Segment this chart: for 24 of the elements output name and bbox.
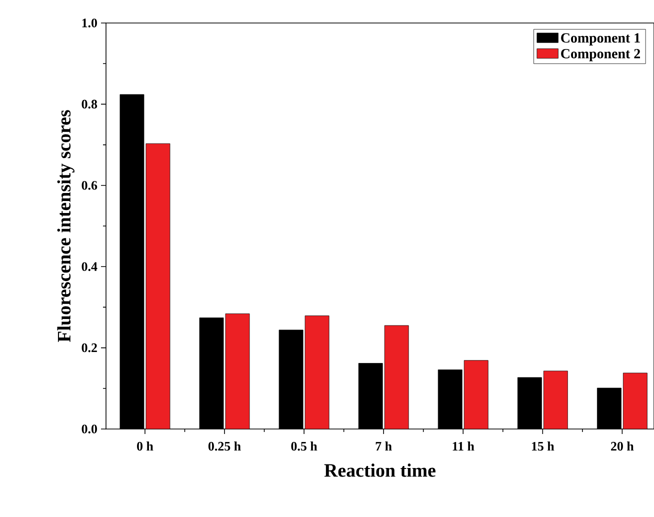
x-tick-label: 15 h xyxy=(532,442,554,451)
y-tick-label: 0.8 xyxy=(82,100,98,109)
x-tick-label: 0.5 h xyxy=(291,442,318,451)
bar xyxy=(146,144,170,429)
x-tick-label: 0 h xyxy=(137,442,154,451)
x-tick-label: 20 h xyxy=(611,442,634,451)
x-tick-label: 0.25 h xyxy=(208,442,241,451)
y-tick-label: 1.0 xyxy=(82,18,97,28)
bar xyxy=(544,370,568,429)
y-tick-label: 0.0 xyxy=(82,424,97,434)
legend-label: Component 1 xyxy=(561,33,640,46)
bar xyxy=(226,314,250,429)
x-tick-label: 11 h xyxy=(452,442,474,451)
y-tick-label: 0.4 xyxy=(82,262,98,271)
bar xyxy=(384,325,409,429)
y-tick-label: 0.2 xyxy=(82,343,97,352)
bar xyxy=(464,360,488,429)
legend-label: Component 2 xyxy=(561,48,640,62)
x-tick-label: 7 h xyxy=(376,442,392,451)
y-axis-title: Fluorescence intensity scores xyxy=(57,110,74,342)
y-tick-label: 0.6 xyxy=(82,181,98,190)
bar xyxy=(622,372,648,429)
bar xyxy=(305,316,330,429)
x-axis-title: Reaction time xyxy=(324,464,436,477)
